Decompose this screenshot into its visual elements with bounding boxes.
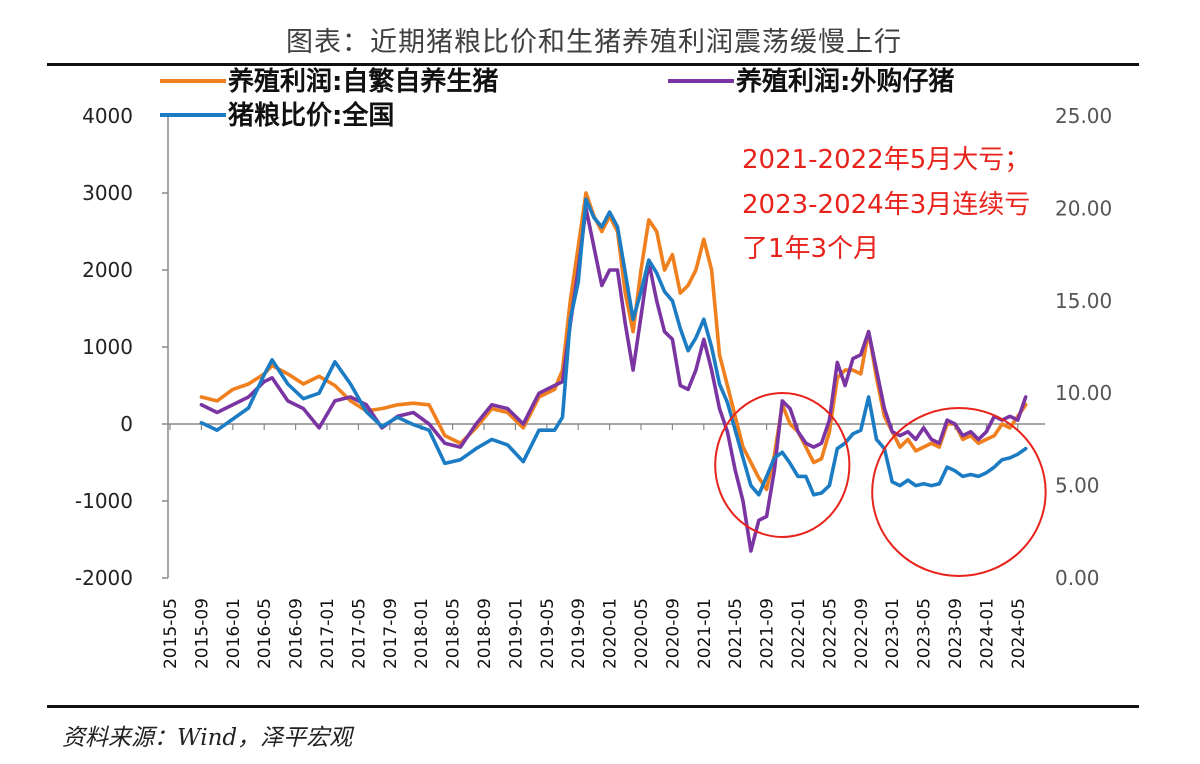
top-rule: [47, 63, 1139, 66]
x-tick-label: 2021-05: [726, 598, 746, 669]
x-tick-label: 2023-05: [915, 598, 935, 669]
x-tick-label: 2016-05: [255, 598, 275, 669]
y-right-tick-label: 0.00: [1055, 566, 1100, 590]
bottom-rule: [47, 705, 1139, 708]
x-tick-label: 2023-01: [883, 598, 903, 669]
x-tick-label: 2017-01: [318, 598, 338, 669]
legend-label-3: 猪粮比价:全国: [228, 100, 394, 131]
highlight-circle-2: [871, 407, 1047, 577]
x-tick-label: 2020-01: [601, 598, 621, 669]
y-left-tick-label: -2000: [75, 566, 133, 590]
annotation-text-1: 2021-2022年5月大亏；: [742, 145, 1030, 175]
series-line-2: [199, 206, 1028, 553]
y-left-tick-label: 2000: [82, 258, 133, 282]
series-layer: [199, 191, 1028, 553]
y-right-tick-label: 5.00: [1055, 474, 1100, 498]
y-right-tick-label: 20.00: [1055, 196, 1112, 220]
y-right-tick-label: 25.00: [1055, 104, 1112, 128]
y-left-tick-label: -1000: [75, 489, 133, 513]
series-line-3: [199, 197, 1028, 497]
highlight-circle-1: [714, 392, 851, 538]
annotation-text-2: 2023-2024年3月连续亏: [742, 190, 1030, 220]
x-tick-label: 2018-05: [444, 598, 464, 669]
x-tick-label: 2021-09: [758, 598, 778, 669]
x-tick-label: 2015-05: [161, 598, 181, 669]
series-line-1: [199, 191, 1028, 492]
source-note: 资料来源：Wind，泽平宏观: [62, 725, 353, 751]
x-tick-label: 2017-05: [349, 598, 369, 669]
y-left-tick-label: 3000: [82, 181, 133, 205]
x-tick-label: 2022-01: [789, 598, 809, 669]
y-left-tick-label: 4000: [82, 104, 133, 128]
x-tick-label: 2015-09: [192, 598, 212, 669]
x-tick-label: 2018-01: [412, 598, 432, 669]
legend-label-1: 养殖利润:自繁自养生猪: [227, 66, 498, 97]
x-tick-label: 2019-05: [538, 598, 558, 669]
x-tick-label: 2016-01: [224, 598, 244, 669]
x-tick-label: 2019-09: [569, 598, 589, 669]
x-tick-label: 2024-01: [977, 598, 997, 669]
y-left-tick-label: 1000: [82, 335, 133, 359]
x-tick-label: 2022-09: [852, 598, 872, 669]
x-tick-label: 2020-09: [663, 598, 683, 669]
legend-label-2: 养殖利润:外购仔猪: [735, 66, 954, 97]
y-left-tick-label: 0: [120, 412, 133, 436]
x-tick-label: 2019-01: [506, 598, 526, 669]
chart-title: 图表：近期猪粮比价和生猪养殖利润震荡缓慢上行: [286, 27, 902, 58]
annotation-text-3: 了1年3个月: [742, 234, 879, 264]
x-tick-label: 2018-09: [475, 598, 495, 669]
x-tick-label: 2021-01: [695, 598, 715, 669]
y-right-tick-label: 10.00: [1055, 381, 1112, 405]
x-tick-label: 2023-09: [946, 598, 966, 669]
y-right-tick-label: 15.00: [1055, 289, 1112, 313]
x-tick-label: 2022-05: [820, 598, 840, 669]
x-tick-label: 2020-05: [632, 598, 652, 669]
axes-layer: -2000 -1000 0 1000 2000 3000 4000 0.00 5.00 10.00…: [75, 104, 1112, 669]
x-tick-label: 2017-09: [381, 598, 401, 669]
x-tick-label: 2024-05: [1009, 598, 1029, 669]
x-tick-label: 2016-09: [287, 598, 307, 669]
